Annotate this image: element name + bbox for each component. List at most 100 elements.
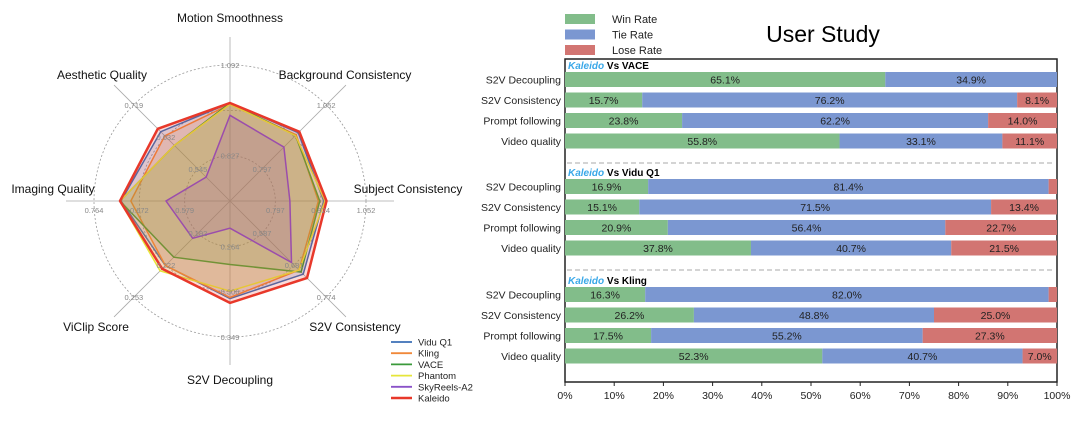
radar-tick-label: 0.264 <box>221 242 240 251</box>
radar-tick-label: 0.579 <box>175 206 194 215</box>
bar-segment-tie-rate <box>885 72 1057 87</box>
legend-label: Kling <box>418 349 439 360</box>
data-label: 34.9% <box>956 75 986 87</box>
row-label: Video quality <box>501 136 562 148</box>
bar-segment-lose-rate <box>951 240 1057 256</box>
legend-label: Phantom <box>418 371 456 382</box>
data-label: 7.0% <box>1028 351 1052 363</box>
bar-segment-win-rate <box>565 348 823 364</box>
radar-tick-label: 1.052 <box>317 101 336 110</box>
x-tick-label: 20% <box>653 390 674 402</box>
row-label: Prompt following <box>483 331 561 343</box>
legend-label: Win Rate <box>612 14 657 26</box>
row-label: S2V Consistency <box>481 202 562 214</box>
radar-tick-label: 0.545 <box>189 165 208 174</box>
bar-segment-tie-rate <box>682 113 989 128</box>
bar-segment-win-rate <box>565 72 886 87</box>
radar-axis-line <box>113 200 231 318</box>
bar-segment-win-rate <box>565 220 668 235</box>
brand-name: Kaleido <box>568 61 604 72</box>
x-tick-label: 50% <box>800 390 821 402</box>
bar-segment-win-rate <box>565 307 694 323</box>
opponent-name: Vs Kling <box>607 276 647 287</box>
data-label: 23.8% <box>609 116 639 128</box>
group-title: Kaleido Vs Kling <box>568 276 647 287</box>
data-label: 17.5% <box>593 331 623 343</box>
legend-label: Tie Rate <box>612 30 653 42</box>
data-label: 76.2% <box>815 95 845 107</box>
radar-tick-label: 0.924 <box>311 206 330 215</box>
radar-tick-label: 0.253 <box>124 293 143 302</box>
x-tick-label: 80% <box>948 390 969 402</box>
radar-tick-label: 0.764 <box>85 206 104 215</box>
radar-tick-label: 0.797 <box>266 206 285 215</box>
data-label: 25.0% <box>981 310 1011 322</box>
opponent-name: Vs VACE <box>607 61 649 72</box>
radar-axis-label: Subject Consistency <box>354 182 463 196</box>
radar-axis-label: ViClip Score <box>63 320 129 334</box>
row-label: S2V Decoupling <box>486 290 561 302</box>
bar-segment-lose-rate <box>1048 179 1057 194</box>
bar-segment-lose-rate <box>934 307 1057 323</box>
row-label: Prompt following <box>483 223 561 235</box>
legend-label: Lose Rate <box>612 45 662 57</box>
legend-swatch <box>565 45 595 55</box>
data-label: 26.2% <box>615 310 645 322</box>
x-tick-label: 60% <box>850 390 871 402</box>
bar-segment-tie-rate <box>648 179 1049 194</box>
radar-tick-label: 0.349 <box>221 333 240 342</box>
data-label: 56.4% <box>792 223 822 235</box>
bar-segment-tie-rate <box>639 199 992 215</box>
radar-axis-line <box>229 200 347 318</box>
bar-segment-win-rate <box>565 328 652 343</box>
x-tick-label: 0% <box>557 390 572 402</box>
bar-segment-lose-rate <box>1048 287 1057 302</box>
radar-chart: Motion Smoothness Background Consistency S… <box>11 11 462 387</box>
radar-series-vidu-q1 <box>120 102 325 300</box>
row-label: S2V Decoupling <box>486 75 561 87</box>
bar-segment-lose-rate <box>1002 133 1057 149</box>
data-label: 13.4% <box>1009 202 1039 214</box>
data-label: 55.8% <box>687 136 717 148</box>
data-label: 14.0% <box>1008 116 1038 128</box>
x-tick-label: 70% <box>899 390 920 402</box>
data-label: 27.3% <box>975 331 1005 343</box>
bar-segment-win-rate <box>565 179 649 194</box>
radar-tick-label: 0.719 <box>124 101 143 110</box>
chart-title: User Study <box>766 21 880 47</box>
data-label: 22.7% <box>986 223 1016 235</box>
data-label: 21.5% <box>989 243 1019 255</box>
legend-label: Vidu Q1 <box>418 338 452 349</box>
radar-tick-label: 0.222 <box>156 261 175 270</box>
data-label: 40.7% <box>836 243 866 255</box>
bar-segment-lose-rate <box>991 199 1057 215</box>
bar-segment-win-rate <box>565 113 683 128</box>
x-tick-label: 10% <box>604 390 625 402</box>
opponent-name: Vs Vidu Q1 <box>607 168 660 179</box>
radar-tick-label: 0.632 <box>156 133 175 142</box>
row-label: Prompt following <box>483 116 561 128</box>
data-label: 40.7% <box>908 351 938 363</box>
radar-axis-label: S2V Decoupling <box>187 373 273 387</box>
data-label: 15.7% <box>589 95 619 107</box>
legend-swatch <box>565 14 595 24</box>
data-label: 33.1% <box>906 136 936 148</box>
radar-tick-label: 1.092 <box>221 61 240 70</box>
radar-legend: Vidu Q1KlingVACEPhantomSkyReels-A2Kaleid… <box>391 338 473 405</box>
bar-segment-win-rate <box>565 92 643 108</box>
radar-axis-label: Imaging Quality <box>11 182 94 196</box>
radar-tick-label: 0.192 <box>189 229 208 238</box>
data-label: 71.5% <box>800 202 830 214</box>
x-tick-label: 30% <box>702 390 723 402</box>
data-label: 82.0% <box>832 290 862 302</box>
row-label: Video quality <box>501 351 562 363</box>
bar-segment-tie-rate <box>645 287 1049 302</box>
radar-axis-label: Background Consistency <box>279 68 412 82</box>
bar-segment-tie-rate <box>839 133 1003 149</box>
data-label: 16.9% <box>592 182 622 194</box>
radar-axis-label: S2V Consistency <box>309 320 400 334</box>
x-tick-label: 90% <box>997 390 1018 402</box>
radar-axis-label: Aesthetic Quality <box>57 68 147 82</box>
data-label: 20.9% <box>602 223 632 235</box>
